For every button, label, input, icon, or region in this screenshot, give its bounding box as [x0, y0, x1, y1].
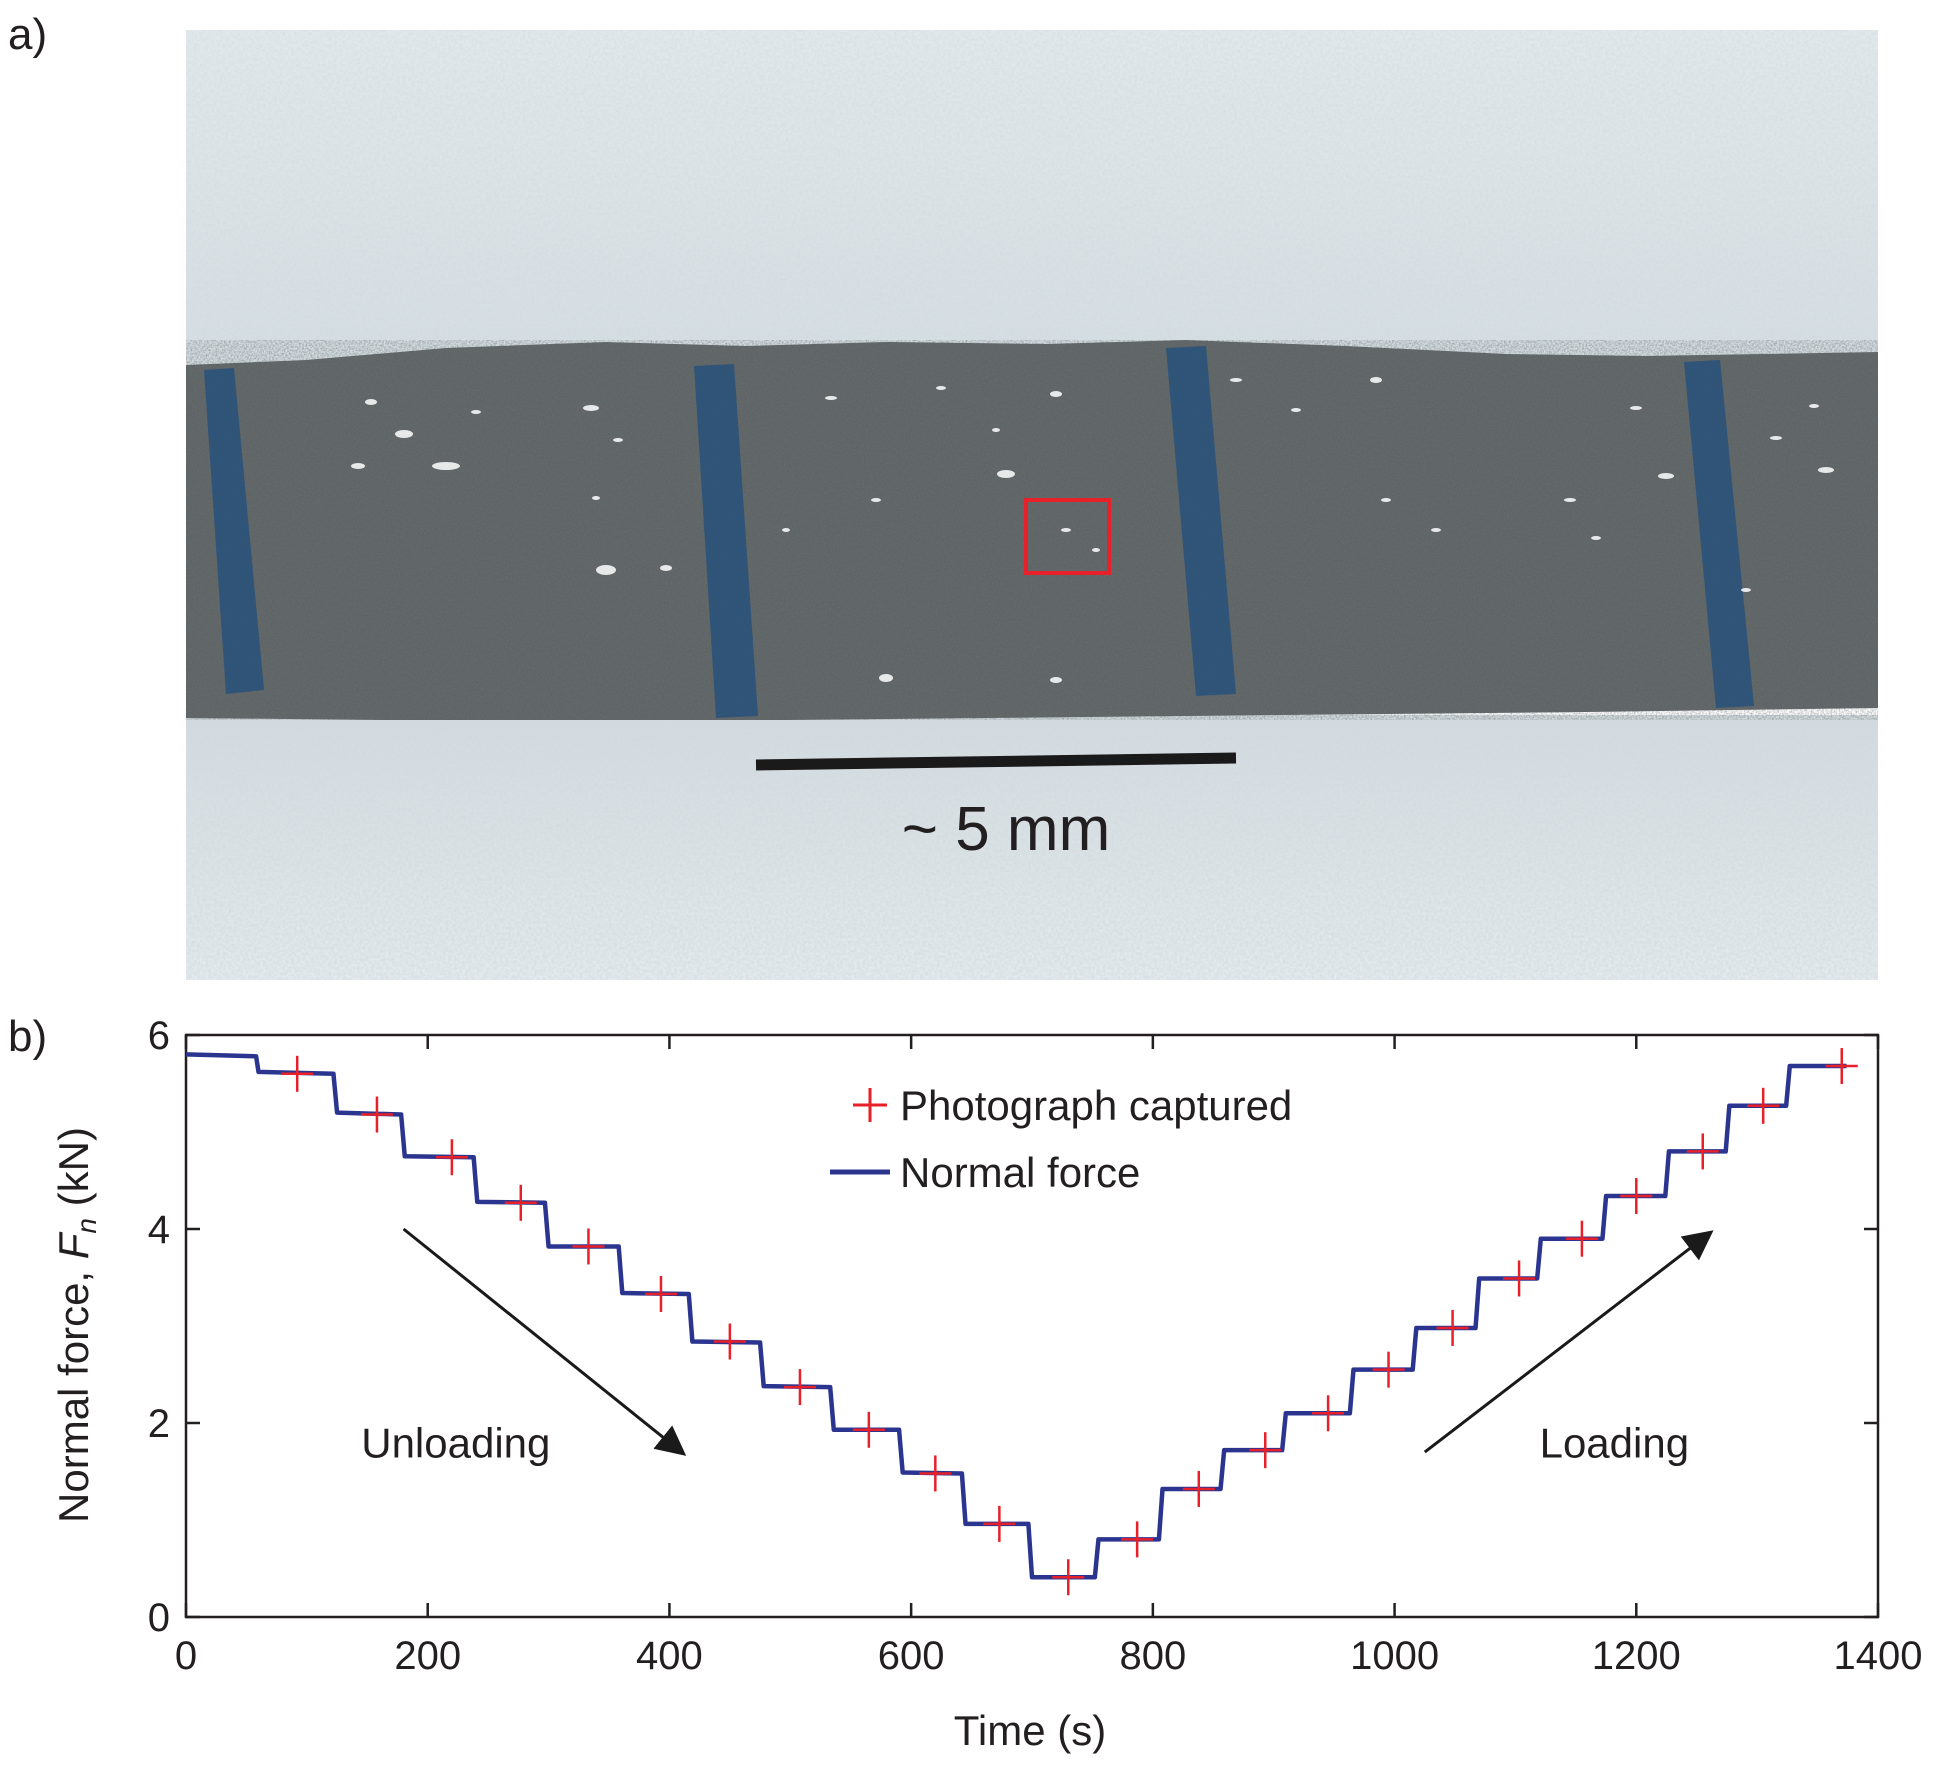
legend-label-photograph: Photograph captured — [900, 1082, 1292, 1129]
specular-highlights — [351, 377, 1834, 683]
photograph-marker — [644, 1275, 677, 1312]
photograph-marker — [281, 1055, 314, 1092]
scale-bar-label: ~ 5 mm — [902, 795, 1110, 864]
legend: Photograph captured Normal force — [830, 1082, 1292, 1196]
photograph-marker — [919, 1455, 952, 1492]
photograph-marker — [1565, 1220, 1598, 1257]
x-tick-label: 800 — [1119, 1634, 1186, 1678]
x-tick-label: 1200 — [1592, 1634, 1681, 1678]
y-axis-label-subscript: n — [71, 1218, 102, 1234]
photograph-marker — [1182, 1470, 1215, 1507]
panel-label-b: b) — [8, 1012, 48, 1061]
y-tick-label: 2 — [148, 1402, 170, 1446]
normal-force-line — [185, 1052, 1847, 1580]
photograph-marker — [1436, 1309, 1469, 1346]
photograph-marker — [572, 1228, 605, 1265]
photograph-marker — [1503, 1260, 1536, 1297]
photograph-marker — [1372, 1351, 1405, 1388]
photograph-marker — [1312, 1395, 1345, 1432]
y-axis-label: Normal force, Fn (kN) — [50, 1127, 102, 1523]
unloading-arrow — [402, 1227, 687, 1456]
plot-area-frame — [184, 1033, 1880, 1619]
x-tick-label: 400 — [636, 1634, 703, 1678]
y-axis: 0 2 4 6 — [148, 1014, 1878, 1640]
photograph-marker — [1747, 1087, 1780, 1124]
legend-marker-photograph — [853, 1088, 887, 1122]
unloading-label: Unloading — [361, 1419, 550, 1466]
y-tick-label: 4 — [148, 1208, 170, 1252]
loading-label: Loading — [1540, 1419, 1689, 1466]
legend-label-normal-force: Normal force — [900, 1149, 1140, 1196]
y-axis-label-main: Normal force, — [50, 1259, 97, 1523]
scale-bar — [755, 752, 1237, 771]
photograph-marker — [504, 1184, 537, 1221]
x-tick-label: 1000 — [1350, 1634, 1439, 1678]
panel-label-a: a) — [8, 10, 48, 59]
photograph-marker — [983, 1505, 1016, 1542]
photograph-marker — [713, 1323, 746, 1360]
loading-arrow — [1423, 1230, 1714, 1454]
normal-force-chart: 0 200 400 600 800 1000 1200 1400 0 2 4 6 Unloading… — [50, 1014, 1923, 1754]
photograph-marker — [1825, 1048, 1858, 1085]
photograph-marker — [783, 1369, 816, 1406]
blue-reference-marks — [204, 346, 1754, 718]
photograph-marker — [1052, 1559, 1085, 1596]
x-tick-label: 200 — [394, 1634, 461, 1678]
photograph-marker — [360, 1096, 393, 1133]
photograph-marker — [1620, 1178, 1653, 1215]
photograph-marker — [852, 1411, 885, 1448]
x-tick-label: 600 — [878, 1634, 945, 1678]
x-axis-label: Time (s) — [954, 1707, 1106, 1754]
x-tick-label: 1400 — [1834, 1634, 1923, 1678]
region-of-interest-box — [1024, 498, 1111, 575]
photograph-marker — [1249, 1432, 1282, 1469]
photograph-marker — [1686, 1133, 1719, 1170]
specimen-photograph: ~ 5 mm — [186, 30, 1878, 980]
photograph-captured-series — [281, 1048, 1858, 1596]
x-tick-label: 0 — [175, 1634, 197, 1678]
photograph-marker — [1121, 1521, 1154, 1558]
y-tick-label: 6 — [148, 1014, 170, 1058]
x-axis: 0 200 400 600 800 1000 1200 1400 — [175, 1035, 1923, 1678]
photograph-marker — [435, 1139, 468, 1176]
normal-force-series — [185, 1052, 1847, 1580]
y-axis-label-unit: (kN) — [50, 1127, 97, 1218]
annotations: Unloading Loading — [361, 1227, 1714, 1466]
y-axis-label-symbol: F — [50, 1231, 97, 1259]
y-tick-label: 0 — [148, 1596, 170, 1640]
